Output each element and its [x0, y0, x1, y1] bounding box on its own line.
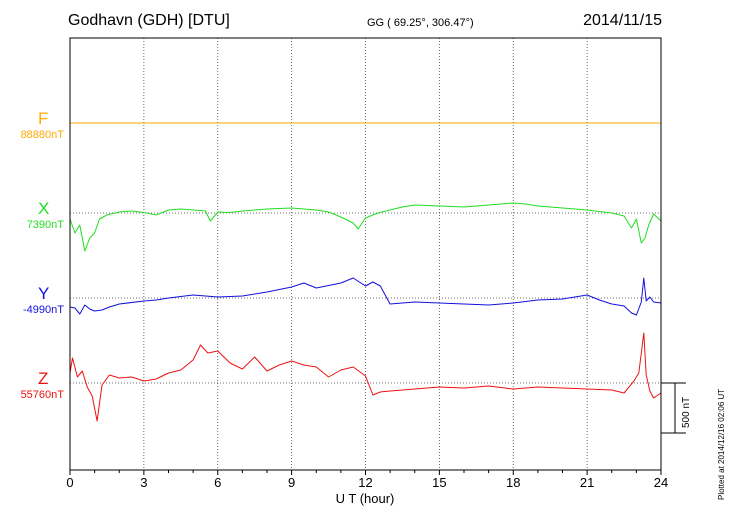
series-name-y: Y: [38, 284, 50, 303]
series-line-y: [69, 277, 662, 316]
x-tick-label: 6: [214, 475, 221, 490]
x-axis-label: U T (hour): [335, 491, 395, 506]
x-tick-label: 24: [654, 475, 668, 490]
series-line-x: [69, 202, 662, 252]
scale-bar-label: 500 nT: [681, 396, 692, 428]
series-baseline-f: 88880nT: [20, 129, 64, 141]
x-tick-label: 12: [358, 475, 372, 490]
station-title: Godhavn (GDH) [DTU]: [68, 12, 230, 29]
series-baseline-z: 55760nT: [20, 389, 64, 401]
series-layer: [69, 122, 662, 422]
x-tick-label: 15: [432, 475, 446, 490]
series-line-z: [69, 332, 662, 422]
series-baseline-y: -4990nT: [23, 304, 64, 316]
x-tick-label: 21: [580, 475, 594, 490]
x-axis-ticks: 0 3 6 9 12 15 18 21 24: [66, 470, 668, 490]
plotted-timestamp: Plotted at 2014/12/16 02:06 UT: [717, 388, 726, 500]
series-baseline-x: 7390nT: [26, 219, 64, 231]
series-name-z: Z: [38, 369, 49, 388]
series-name-x: X: [38, 199, 50, 218]
scale-bar: [661, 382, 686, 434]
x-tick-label: 18: [506, 475, 520, 490]
x-tick-label: 3: [140, 475, 147, 490]
x-tick-label: 9: [288, 475, 295, 490]
x-tick-label: 0: [66, 475, 73, 490]
grid-lines: [70, 38, 661, 470]
series-name-f: F: [38, 109, 49, 128]
station-coordinates: GG ( 69.25°, 306.47°): [367, 17, 474, 29]
chart-date: 2014/11/15: [583, 12, 662, 29]
